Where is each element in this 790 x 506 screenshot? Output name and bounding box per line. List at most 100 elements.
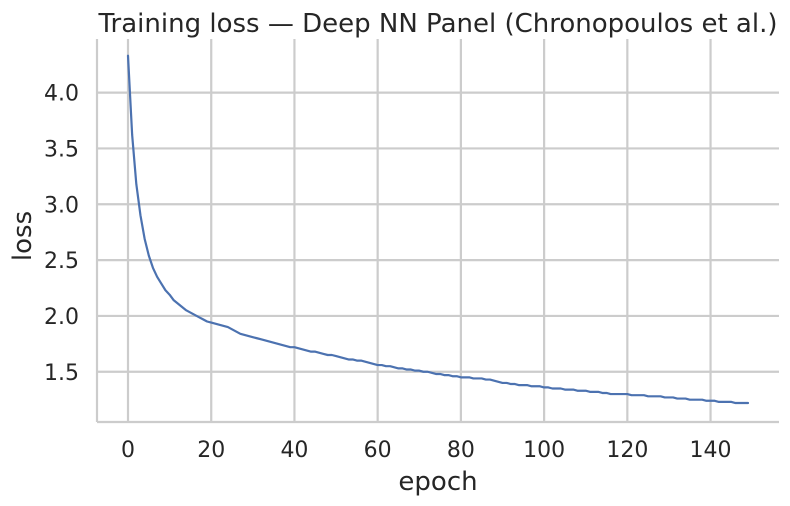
- data-point: [314, 351, 316, 353]
- data-point: [489, 379, 491, 381]
- data-point: [277, 343, 279, 345]
- grid-x: [126, 39, 712, 422]
- data-point: [360, 360, 362, 362]
- data-point: [693, 399, 695, 401]
- y-tick-label: 2.0: [44, 305, 79, 330]
- data-point: [268, 341, 270, 343]
- data-point: [597, 391, 599, 393]
- data-point: [705, 400, 707, 402]
- data-point: [264, 339, 266, 341]
- data-point: [327, 354, 329, 356]
- data-point: [427, 371, 429, 373]
- data-point: [743, 402, 745, 404]
- data-point: [414, 370, 416, 372]
- data-point: [348, 358, 350, 360]
- data-point: [406, 369, 408, 371]
- series-line: [126, 54, 750, 405]
- data-point: [422, 371, 424, 373]
- data-point: [239, 333, 241, 335]
- data-point: [431, 372, 433, 374]
- data-point: [189, 312, 191, 314]
- data-point: [635, 394, 637, 396]
- data-point: [660, 395, 662, 397]
- data-point: [477, 377, 479, 379]
- data-point: [443, 374, 445, 376]
- data-point: [664, 396, 666, 398]
- data-point: [331, 354, 333, 356]
- data-point: [672, 396, 674, 398]
- data-point: [144, 238, 146, 240]
- data-point: [701, 399, 703, 401]
- x-tick-labels: 0 20 40 60 80 100 120 140: [121, 438, 732, 463]
- data-point: [647, 395, 649, 397]
- data-point: [310, 351, 312, 353]
- data-point: [318, 352, 320, 354]
- data-point: [560, 388, 562, 390]
- y-tick-label: 2.5: [44, 249, 79, 274]
- data-point: [685, 398, 687, 400]
- data-point: [668, 396, 670, 398]
- data-point: [252, 336, 254, 338]
- data-point: [285, 345, 287, 347]
- data-point: [564, 389, 566, 391]
- data-point: [639, 394, 641, 396]
- x-tick-label: 40: [280, 438, 308, 463]
- data-point: [630, 394, 632, 396]
- x-axis-label: epoch: [398, 467, 477, 497]
- data-point: [676, 398, 678, 400]
- data-point: [481, 377, 483, 379]
- data-point: [389, 365, 391, 367]
- data-point: [714, 400, 716, 402]
- data-point: [601, 392, 603, 394]
- data-point: [356, 360, 358, 362]
- data-point: [576, 390, 578, 392]
- data-point: [460, 376, 462, 378]
- data-point: [293, 346, 295, 348]
- data-point: [410, 369, 412, 371]
- data-point: [626, 393, 628, 395]
- data-point: [614, 393, 616, 395]
- data-point: [298, 347, 300, 349]
- data-point: [610, 393, 612, 395]
- data-point: [214, 323, 216, 325]
- data-point: [198, 316, 200, 318]
- data-point: [135, 183, 137, 185]
- data-point: [373, 363, 375, 365]
- data-point: [493, 380, 495, 382]
- data-point: [468, 376, 470, 378]
- y-tick-label: 1.5: [44, 361, 79, 386]
- data-point: [697, 399, 699, 401]
- data-point: [306, 350, 308, 352]
- data-point: [689, 399, 691, 401]
- y-tick-labels: 1.5 2.0 2.5 3.0 3.5 4.0: [44, 82, 79, 386]
- data-point: [726, 401, 728, 403]
- data-point: [543, 386, 545, 388]
- data-point: [289, 346, 291, 348]
- data-point: [439, 373, 441, 375]
- data-point: [335, 355, 337, 357]
- data-point: [539, 385, 541, 387]
- data-point: [156, 276, 158, 278]
- data-point: [547, 386, 549, 388]
- data-point: [339, 356, 341, 358]
- data-point: [710, 400, 712, 402]
- data-point: [589, 391, 591, 393]
- data-point: [497, 381, 499, 383]
- chart-title: Training loss — Deep NN Panel (Chronopou…: [98, 9, 778, 39]
- data-point: [210, 322, 212, 324]
- data-point: [593, 391, 595, 393]
- data-point: [472, 377, 474, 379]
- data-point: [585, 390, 587, 392]
- data-point: [722, 401, 724, 403]
- data-point: [502, 382, 504, 384]
- data-point: [185, 309, 187, 311]
- data-point: [352, 358, 354, 360]
- data-point: [273, 342, 275, 344]
- data-point: [735, 402, 737, 404]
- data-point: [368, 362, 370, 364]
- data-point: [202, 318, 204, 320]
- data-point: [556, 388, 558, 390]
- data-point: [281, 344, 283, 346]
- data-point: [518, 384, 520, 386]
- data-point: [739, 402, 741, 404]
